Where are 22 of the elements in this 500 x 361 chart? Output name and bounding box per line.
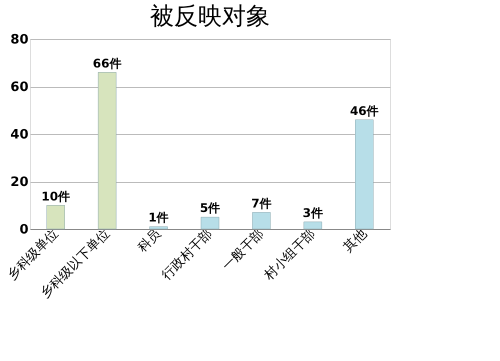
x-tick-label: 其他: [340, 226, 370, 256]
bar: [200, 216, 220, 230]
y-tick-label: 0: [19, 222, 28, 238]
x-tick-label: 科员: [135, 226, 164, 256]
data-label: 10件: [41, 189, 70, 204]
data-label: 3件: [302, 206, 324, 220]
bar: [304, 222, 322, 230]
bar: [46, 205, 65, 230]
y-tick-label: 80: [10, 32, 28, 48]
bar: [252, 212, 271, 230]
y-tick-label: 40: [10, 128, 28, 142]
y-tick-label: 20: [10, 175, 28, 190]
bar: [98, 72, 116, 230]
y-tick-label: 60: [10, 80, 28, 95]
data-label: 46件: [350, 104, 379, 118]
bar: [355, 120, 374, 230]
chart-title: 被反映对象: [150, 2, 270, 30]
data-label: 66件: [92, 56, 122, 70]
data-label: 5件: [200, 201, 220, 216]
bar: [149, 226, 168, 230]
data-label: 1件: [148, 210, 169, 225]
data-label: 7件: [251, 196, 272, 210]
